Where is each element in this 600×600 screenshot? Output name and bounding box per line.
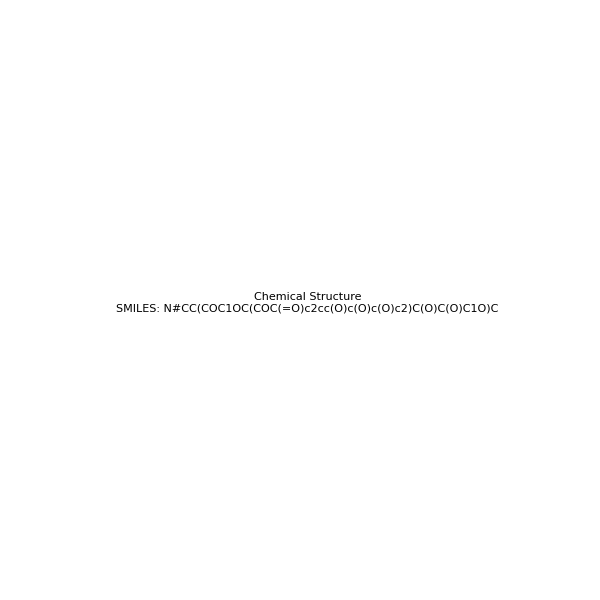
Text: Chemical Structure
SMILES: N#CC(COC1OC(COC(=O)c2cc(O)c(O)c(O)c2)C(O)C(O)C1O)C: Chemical Structure SMILES: N#CC(COC1OC(C… <box>116 292 499 314</box>
